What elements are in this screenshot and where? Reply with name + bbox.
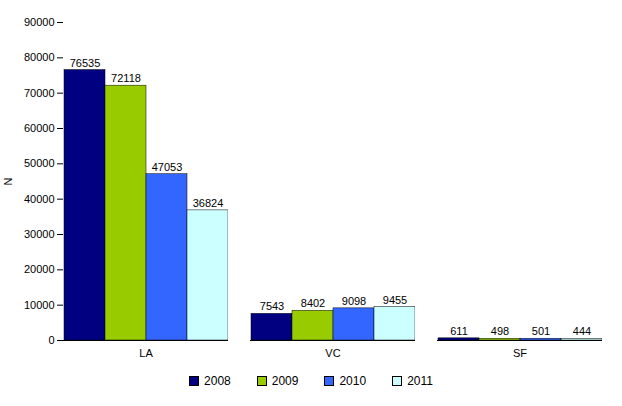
svg-text:498: 498 [491, 325, 509, 337]
svg-text:611: 611 [450, 325, 468, 337]
svg-text:72118: 72118 [111, 72, 141, 84]
html-text:2010: 2010 [339, 374, 367, 388]
svg-text:30000: 30000 [24, 228, 55, 240]
svg-text:VC: VC [325, 347, 340, 359]
svg-text:501: 501 [532, 325, 550, 337]
svg-text:LA: LA [139, 347, 153, 359]
svg-text:10000: 10000 [24, 299, 55, 311]
svg-text:N: N [2, 177, 14, 185]
svg-text:20000: 20000 [24, 263, 55, 275]
svg-text:90000: 90000 [24, 16, 55, 28]
html-text:2008: 2008 [204, 374, 231, 388]
svg-text:36824: 36824 [193, 197, 224, 209]
svg-text:8402: 8402 [301, 297, 325, 309]
svg-text:0: 0 [48, 334, 54, 346]
svg-text:444: 444 [573, 325, 591, 337]
html-text:2011: 2011 [407, 374, 433, 388]
svg-text:SF: SF [513, 347, 527, 359]
svg-text:70000: 70000 [24, 87, 55, 99]
svg-text:76535: 76535 [70, 57, 101, 69]
svg-text:50000: 50000 [24, 157, 55, 169]
svg-text:47053: 47053 [152, 161, 183, 173]
svg-text:7543: 7543 [260, 300, 284, 312]
html-text:2009: 2009 [271, 374, 299, 388]
svg-text:9455: 9455 [383, 294, 407, 306]
svg-text:60000: 60000 [24, 122, 55, 134]
svg-text:40000: 40000 [24, 193, 55, 205]
svg-text:9098: 9098 [342, 295, 366, 307]
svg-text:80000: 80000 [24, 51, 55, 63]
